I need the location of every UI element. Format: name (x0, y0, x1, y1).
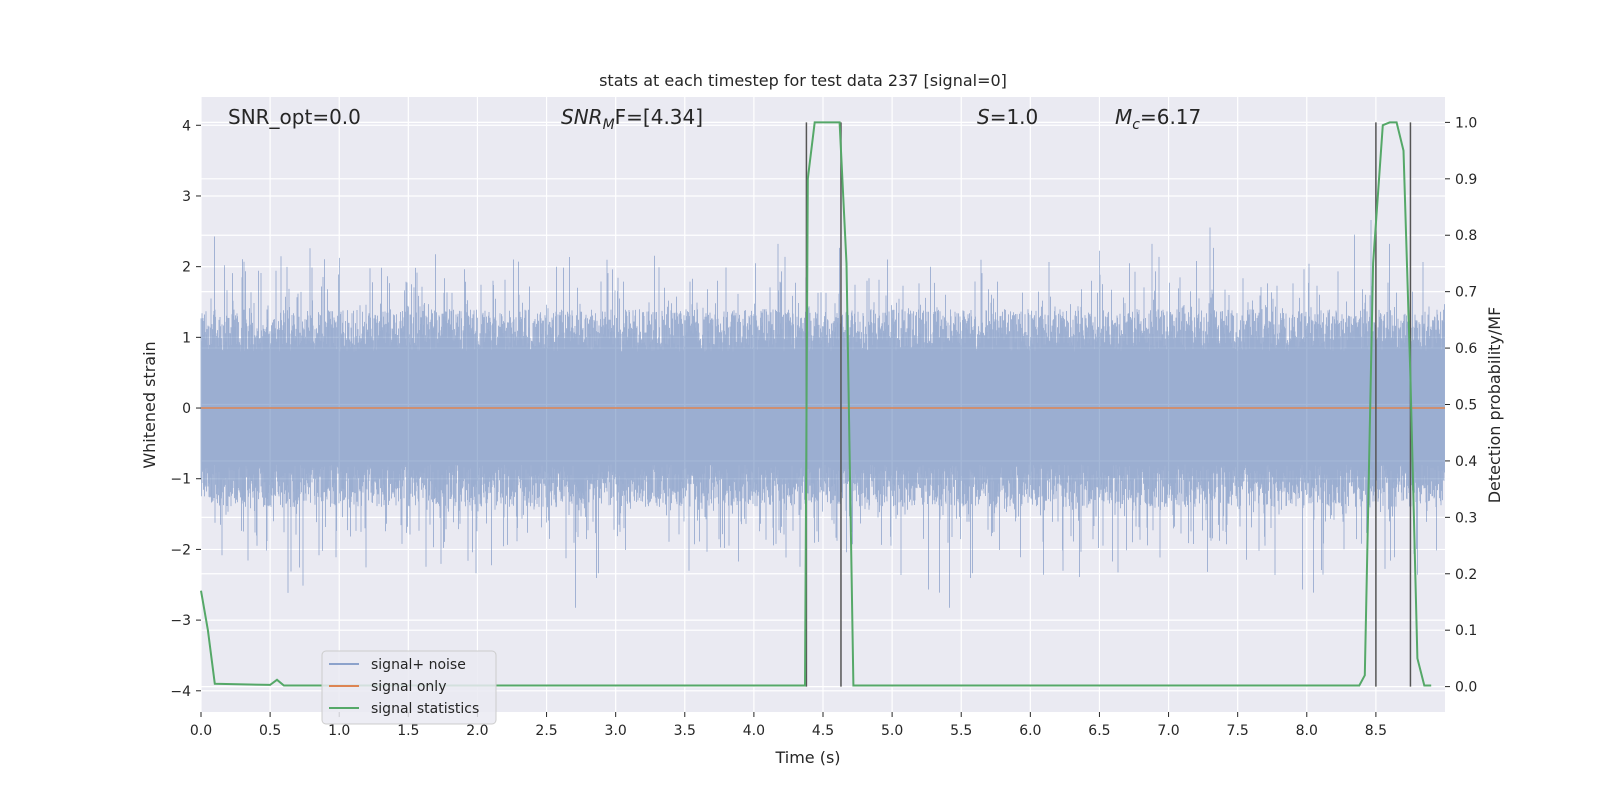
annotation-snr-opt: SNR_opt=0.0 (228, 105, 361, 129)
x-axis-label: Time (s) (774, 748, 840, 767)
x-tick-label: 1.5 (397, 723, 419, 739)
series-signal-statistics (200, 121, 1432, 687)
annotation-snr-mf-tail: F=[4.34] (615, 105, 703, 129)
y-right-tick-label: 0.2 (1455, 567, 1477, 583)
y-left-tick-label: −1 (170, 472, 191, 488)
y-right-axis-label: Detection probability/MF (1485, 307, 1504, 504)
x-tick-label: 2.5 (535, 723, 557, 739)
annotation-snr-mf: SNRMF=[4.34] (561, 105, 703, 133)
y-right-tick-label: 0.4 (1455, 454, 1477, 470)
x-tick-label: 7.0 (1157, 723, 1179, 739)
x-tick-label: 0.5 (259, 723, 281, 739)
y-right-tick-label: 0.1 (1455, 623, 1477, 639)
signal-statistics-line (200, 121, 1432, 687)
x-tick-label: 2.0 (466, 723, 488, 739)
x-tick-label: 7.5 (1227, 723, 1249, 739)
annotation-snr-mf-sub: M (603, 117, 615, 133)
y-left-tick-label: 2 (182, 260, 191, 276)
x-tick-label: 4.5 (812, 723, 834, 739)
x-axis-ticks: 0.0 0.5 1.0 1.5 2.0 2.5 3.0 3.5 4.0 4.5 5.0 5.5 6.0 6… (190, 712, 1387, 739)
x-tick-label: 5.5 (950, 723, 972, 739)
y-right-tick-label: 1.0 (1455, 115, 1477, 131)
legend-box (321, 650, 497, 725)
annotation-snr-mf-main: SNR (561, 105, 603, 129)
y-right-tick-label: 0.9 (1455, 172, 1477, 188)
y-right-tick-label: 0.0 (1455, 680, 1477, 696)
y-left-tick-label: 4 (182, 118, 191, 134)
y-left-tick-label: 1 (182, 330, 191, 346)
legend-label-signal-statistics: signal statistics (371, 701, 479, 717)
x-tick-label: 8.0 (1296, 723, 1318, 739)
y-right-axis-ticks: 1.0 0.9 0.8 0.7 0.6 0.5 0.4 0.3 0.2 0.1 0.0 (1445, 115, 1477, 696)
y-left-axis-ticks: 4 3 2 1 0 −1 −2 −3 −4 (170, 118, 201, 700)
x-tick-label: 6.0 (1019, 723, 1041, 739)
annotation-mc-tail: =6.17 (1140, 105, 1201, 129)
annotation-mc-sub: c (1132, 117, 1140, 133)
x-tick-label: 5.0 (881, 723, 903, 739)
x-tick-label: 3.5 (674, 723, 696, 739)
legend-label-signal-noise: signal+ noise (371, 657, 466, 673)
y-left-tick-label: 3 (182, 189, 191, 205)
x-tick-label: 4.0 (743, 723, 765, 739)
legend-label-signal-only: signal only (371, 679, 446, 695)
y-left-tick-label: −2 (170, 542, 191, 558)
chart-title: stats at each timestep for test data 237… (599, 71, 1007, 90)
annotation-s: S=1.0 (977, 105, 1038, 129)
y-right-tick-label: 0.7 (1455, 285, 1477, 301)
x-tick-label: 3.0 (605, 723, 627, 739)
annotation-mc-main: M (1115, 105, 1132, 129)
y-right-tick-label: 0.3 (1455, 510, 1477, 526)
y-right-tick-label: 0.5 (1455, 398, 1477, 414)
y-left-tick-label: −4 (170, 684, 191, 700)
x-tick-label: 6.5 (1088, 723, 1110, 739)
annotation-s-main: S (977, 105, 990, 129)
x-tick-label: 1.0 (328, 723, 350, 739)
y-left-tick-label: 0 (182, 401, 191, 417)
y-right-tick-label: 0.8 (1455, 228, 1477, 244)
legend: signal+ noise signal only signal statist… (321, 650, 497, 725)
y-left-tick-label: −3 (170, 613, 191, 629)
annotation-mc: Mc=6.17 (1115, 105, 1201, 133)
series-signal-noise (200, 220, 1445, 608)
x-tick-label: 0.0 (190, 723, 212, 739)
x-tick-label: 8.5 (1365, 723, 1387, 739)
y-right-tick-label: 0.6 (1455, 341, 1477, 357)
signal-noise-trace (200, 220, 1445, 608)
annotation-s-tail: =1.0 (990, 105, 1039, 129)
y-left-axis-label: Whitened strain (140, 341, 159, 468)
